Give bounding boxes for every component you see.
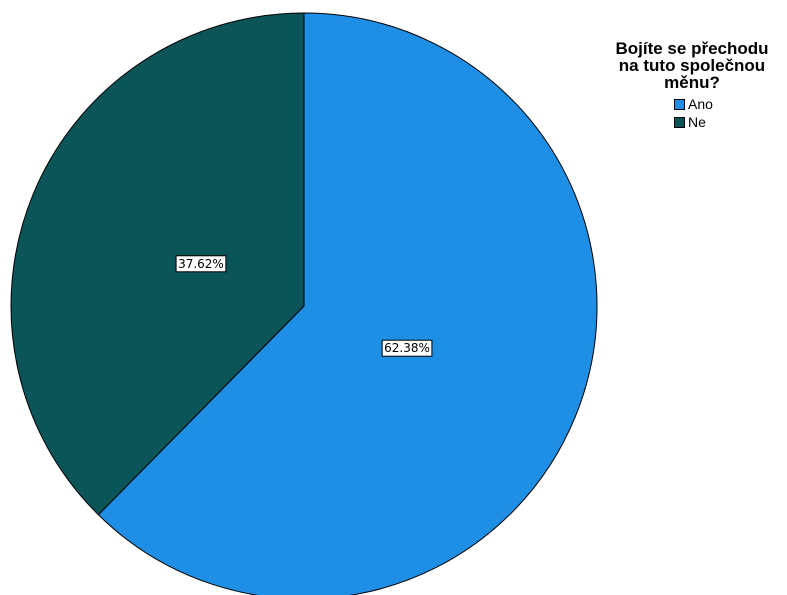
legend-label-ano: Ano (688, 96, 713, 112)
legend-swatch-ne (674, 116, 685, 128)
data-label-text-ne: 37.62% (178, 257, 224, 271)
legend-label-ne: Ne (688, 114, 706, 130)
pie-slices (10, 12, 598, 595)
data-label-ano: 62.38% (381, 339, 433, 357)
legend: Bojíte se přechodu na tuto společnou měn… (604, 40, 784, 131)
data-label-text-ano: 62.38% (384, 341, 430, 355)
legend-item-ne: Ne (674, 113, 784, 131)
data-label-ne: 37.62% (175, 255, 227, 273)
legend-swatch-ano (674, 98, 685, 110)
data-label-box-ano (381, 339, 433, 357)
legend-title: Bojíte se přechodu na tuto společnou měn… (615, 39, 769, 92)
pie-data-labels: 62.38% 37.62% (175, 255, 433, 357)
legend-items: Ano Ne (674, 95, 784, 131)
legend-item-ano: Ano (674, 95, 784, 113)
data-label-box-ne (175, 255, 227, 273)
pie-slice-ano (97, 12, 598, 595)
pie-slice-ne (10, 12, 305, 516)
